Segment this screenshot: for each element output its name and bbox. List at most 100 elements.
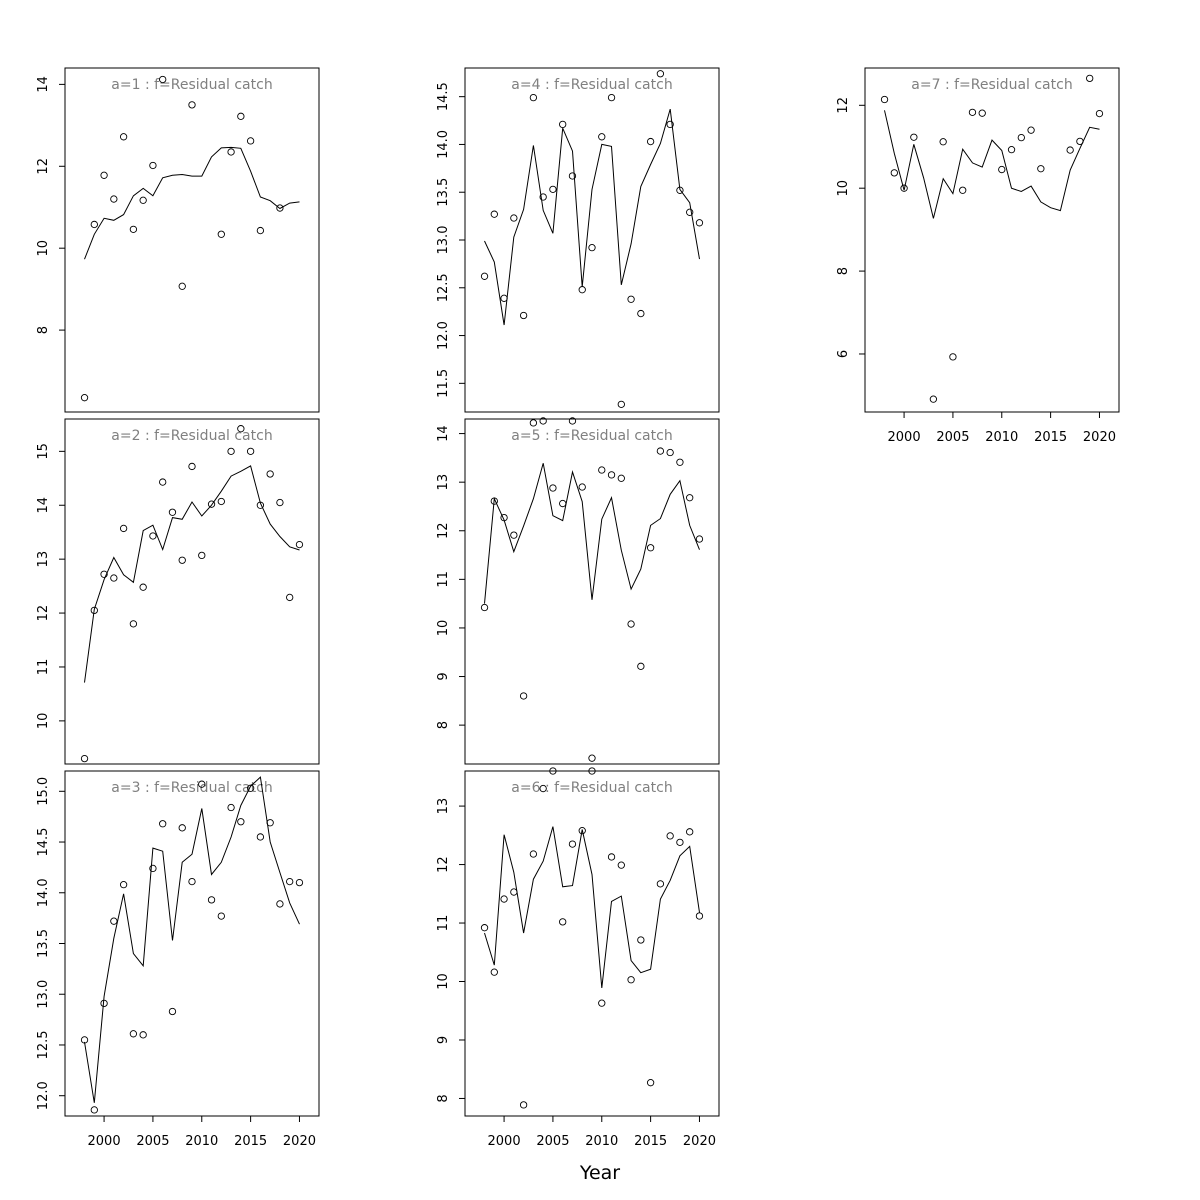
x-tick-label: 2005 (136, 1134, 169, 1149)
data-point (217, 230, 225, 238)
y-tick-label: 14 (36, 76, 51, 93)
fitted-line (84, 146, 300, 260)
x-tick-label: 2015 (1034, 430, 1067, 445)
data-point (286, 593, 294, 602)
x-tick-label: 2020 (1083, 430, 1116, 445)
y-tick-label: 10 (36, 240, 51, 257)
data-point (968, 108, 977, 116)
data-point (627, 976, 635, 984)
data-point (656, 880, 665, 888)
data-point (900, 184, 908, 192)
data-point (256, 833, 265, 841)
data-point (978, 109, 986, 117)
data-point (500, 895, 508, 903)
data-point (168, 508, 177, 516)
y-tick-label: 10 (836, 180, 851, 197)
y-tick-label: 13.5 (436, 178, 451, 207)
data-point (246, 784, 255, 792)
data-point (188, 877, 196, 886)
data-point (198, 551, 206, 560)
data-point (217, 497, 225, 506)
data-point (139, 196, 147, 204)
data-point (237, 112, 245, 120)
data-point (559, 499, 567, 508)
data-point (959, 186, 967, 194)
fitted-line (84, 776, 300, 1103)
data-point (188, 101, 196, 109)
panel-title: a=2 : f=Residual catch (111, 428, 272, 444)
data-point (1037, 165, 1045, 173)
data-point (256, 226, 265, 235)
data-point (646, 137, 655, 146)
data-point (178, 824, 186, 832)
data-point (529, 93, 538, 102)
data-point (227, 148, 235, 156)
x-tick-label: 2000 (88, 1134, 121, 1149)
x-tick-label: 2010 (185, 1134, 218, 1149)
data-point (646, 544, 655, 552)
data-point (119, 133, 128, 141)
data-point (519, 311, 528, 320)
data-point (646, 1079, 655, 1087)
data-point (149, 161, 157, 170)
data-point (510, 888, 518, 896)
y-tick-label: 11 (436, 915, 451, 932)
panel-3: 12.0 12.5 13.0 13.5 14.0 14.5 15.0 2000 2005 2010… (36, 770, 320, 1149)
data-point (607, 853, 616, 861)
data-point (295, 878, 304, 887)
data-point (588, 754, 596, 762)
data-point (666, 448, 674, 457)
y-tick-label: 12.5 (36, 1030, 51, 1059)
data-point (159, 478, 167, 486)
y-tick-label: 12.0 (36, 1081, 51, 1110)
data-point (1027, 126, 1035, 134)
data-point (686, 828, 694, 836)
data-point (539, 417, 547, 425)
data-point (617, 474, 625, 482)
data-point (178, 556, 186, 564)
data-point (598, 133, 606, 141)
fitted-line (484, 108, 700, 326)
data-point (666, 832, 674, 840)
data-point (237, 818, 245, 826)
data-point (1095, 109, 1104, 118)
data-point (998, 165, 1006, 174)
y-tick-label: 9 (436, 1036, 451, 1044)
data-point (637, 309, 645, 318)
data-point (578, 286, 586, 294)
x-tick-label: 2005 (936, 430, 969, 445)
y-tick-label: 13.5 (36, 929, 51, 958)
data-point (207, 500, 216, 508)
data-point (929, 395, 938, 403)
x-tick-label: 2015 (234, 1134, 267, 1149)
data-point (100, 171, 108, 179)
panel-title: a=7 : f=Residual catch (911, 77, 1072, 93)
data-point (686, 208, 694, 216)
panel-1: 8 10 12 14 a=1 : f=Residual catch (36, 67, 320, 413)
fitted-line (484, 826, 700, 988)
data-point (1066, 146, 1074, 154)
y-tick-label: 10 (436, 620, 451, 637)
data-point (539, 193, 547, 201)
data-point (598, 466, 606, 474)
y-tick-label: 12 (836, 97, 851, 114)
data-point (227, 447, 235, 455)
y-tick-label: 12.5 (436, 273, 451, 302)
y-tick-label: 8 (436, 721, 451, 729)
fitted-line (884, 110, 1100, 219)
plot-frame (464, 770, 720, 1117)
data-point (510, 214, 518, 222)
data-point (80, 394, 89, 402)
plot-frame (464, 67, 720, 413)
x-tick-label: 2010 (985, 430, 1018, 445)
data-point (149, 532, 157, 540)
data-point (656, 70, 665, 78)
data-point (139, 1031, 147, 1039)
data-point (90, 1106, 98, 1114)
data-point (568, 417, 577, 425)
data-point (207, 896, 216, 904)
x-tick-label: 2010 (585, 1134, 618, 1149)
x-tick-label: 2020 (283, 1134, 316, 1149)
data-point (637, 936, 645, 944)
